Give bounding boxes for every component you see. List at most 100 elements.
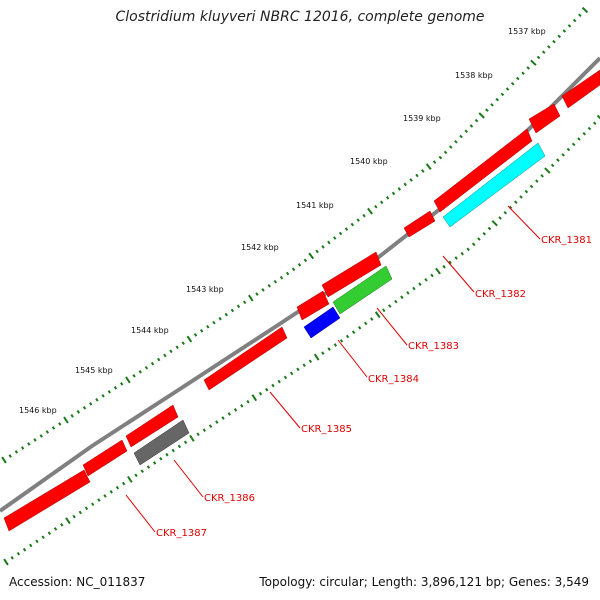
inner-scale-ticks: [3, 114, 600, 566]
scale-minor-tick: [415, 173, 419, 178]
gene-forward[interactable]: [528, 103, 561, 134]
scale-minor-tick: [357, 326, 362, 330]
scale-minor-tick: [315, 249, 319, 254]
gene-ckr-1381[interactable]: [442, 142, 546, 228]
scale-major-tick: [63, 416, 69, 424]
scale-minor-tick: [448, 260, 452, 265]
scale-major-tick: [425, 163, 432, 170]
scale-minor-tick: [47, 531, 52, 535]
scale-minor-tick: [285, 271, 290, 276]
gene-forward[interactable]: [3, 469, 91, 532]
scale-minor-tick: [258, 391, 263, 396]
scale-minor-tick: [146, 465, 151, 469]
scale-major-tick: [3, 558, 9, 566]
scale-minor-tick: [89, 402, 93, 406]
scale-minor-tick: [230, 308, 235, 313]
gene-label-ckr-1383[interactable]: CKR_1383: [408, 341, 459, 352]
scale-minor-tick: [183, 440, 188, 445]
gene-ckr-1384[interactable]: [303, 306, 341, 339]
gene-label-ckr-1386[interactable]: CKR_1386: [204, 493, 255, 504]
scale-major-tick: [189, 434, 195, 442]
gene-forward[interactable]: [82, 439, 128, 477]
map-title: Clostridium kluyveri NBRC 12016, complet…: [115, 9, 485, 25]
forward-genes: [3, 69, 600, 532]
scale-minor-tick: [424, 278, 428, 282]
scale-minor-tick: [327, 240, 331, 245]
scale-minor-tick: [562, 29, 567, 33]
scale-minor-tick: [60, 523, 64, 527]
scale-minor-tick: [406, 291, 410, 295]
scale-minor-tick: [505, 87, 510, 91]
leader-ckr-1383: [376, 307, 408, 346]
scale-minor-tick: [171, 448, 175, 453]
scale-minor-tick: [327, 347, 331, 351]
scale-minor-tick: [510, 81, 515, 86]
scale-minor-tick: [290, 371, 294, 376]
leader-ckr-1385: [269, 391, 301, 429]
gene-forward[interactable]: [125, 404, 179, 448]
scale-minor-tick: [138, 370, 142, 374]
scale-major-tick: [125, 376, 131, 384]
scale-minor-tick: [442, 264, 446, 269]
scale-minor-tick: [400, 295, 404, 300]
scale-minor-tick: [181, 341, 185, 345]
scale-minor-tick: [103, 494, 107, 498]
gene-forward[interactable]: [561, 69, 600, 109]
scale-minor-tick: [107, 390, 111, 394]
scale-minor-tick: [469, 124, 474, 128]
scale-label-1537: 1537 kbp: [508, 27, 546, 36]
scale-label-1543: 1543 kbp: [186, 285, 224, 294]
scale-minor-tick: [412, 286, 416, 291]
scale-minor-tick: [477, 237, 481, 241]
scale-minor-tick: [464, 129, 469, 134]
scale-minor-tick: [206, 324, 210, 329]
scale-minor-tick: [566, 147, 571, 152]
scale-minor-tick: [91, 502, 95, 507]
scale-minor-tick: [466, 247, 470, 252]
scale-minor-tick: [345, 334, 350, 339]
scale-minor-tick: [561, 153, 565, 157]
gene-forward[interactable]: [403, 210, 436, 238]
gene-forward[interactable]: [433, 128, 533, 213]
scale-minor-tick: [95, 398, 99, 402]
scale-minor-tick: [296, 367, 300, 372]
scale-minor-tick: [519, 195, 523, 199]
scale-minor-tick: [177, 444, 182, 449]
gene-label-ckr-1387[interactable]: CKR_1387: [156, 528, 207, 539]
gene-ckr-1386[interactable]: [133, 419, 190, 466]
gene-label-ckr-1381[interactable]: CKR_1381: [541, 235, 592, 246]
scale-minor-tick: [421, 169, 425, 173]
scale-minor-tick: [333, 343, 338, 347]
gene-forward[interactable]: [296, 290, 330, 321]
scale-minor-tick: [587, 126, 592, 131]
gene-label-ckr-1385[interactable]: CKR_1385: [301, 424, 352, 435]
gene-forward[interactable]: [203, 326, 288, 391]
scale-major-tick: [530, 59, 537, 66]
scale-minor-tick: [350, 222, 355, 227]
gene-label-ckr-1384[interactable]: CKR_1384: [368, 374, 419, 385]
scale-minor-tick: [454, 139, 458, 144]
scale-minor-tick: [227, 412, 231, 416]
scale-minor-tick: [391, 191, 396, 196]
scale-minor-tick: [495, 97, 499, 102]
leader-ckr-1381: [507, 205, 541, 240]
scale-minor-tick: [29, 543, 33, 548]
gene-forward[interactable]: [321, 251, 382, 298]
scale-minor-tick: [283, 375, 288, 380]
label-leaders: [125, 205, 541, 533]
gene-label-ckr-1382[interactable]: CKR_1382: [475, 289, 526, 300]
scale-minor-tick: [474, 118, 479, 123]
scale-minor-tick: [454, 256, 458, 260]
scale-minor-tick: [394, 299, 398, 304]
scale-minor-tick: [572, 18, 577, 23]
scale-minor-tick: [33, 438, 37, 442]
scale-minor-tick: [76, 410, 81, 414]
gene-ckr-1383[interactable]: [332, 265, 393, 315]
highlighted-genes: [133, 142, 546, 466]
scale-minor-tick: [485, 108, 489, 112]
scale-minor-tick: [397, 187, 402, 191]
scale-minor-tick: [388, 304, 392, 308]
scale-minor-tick: [535, 179, 539, 183]
scale-minor-tick: [246, 399, 250, 404]
